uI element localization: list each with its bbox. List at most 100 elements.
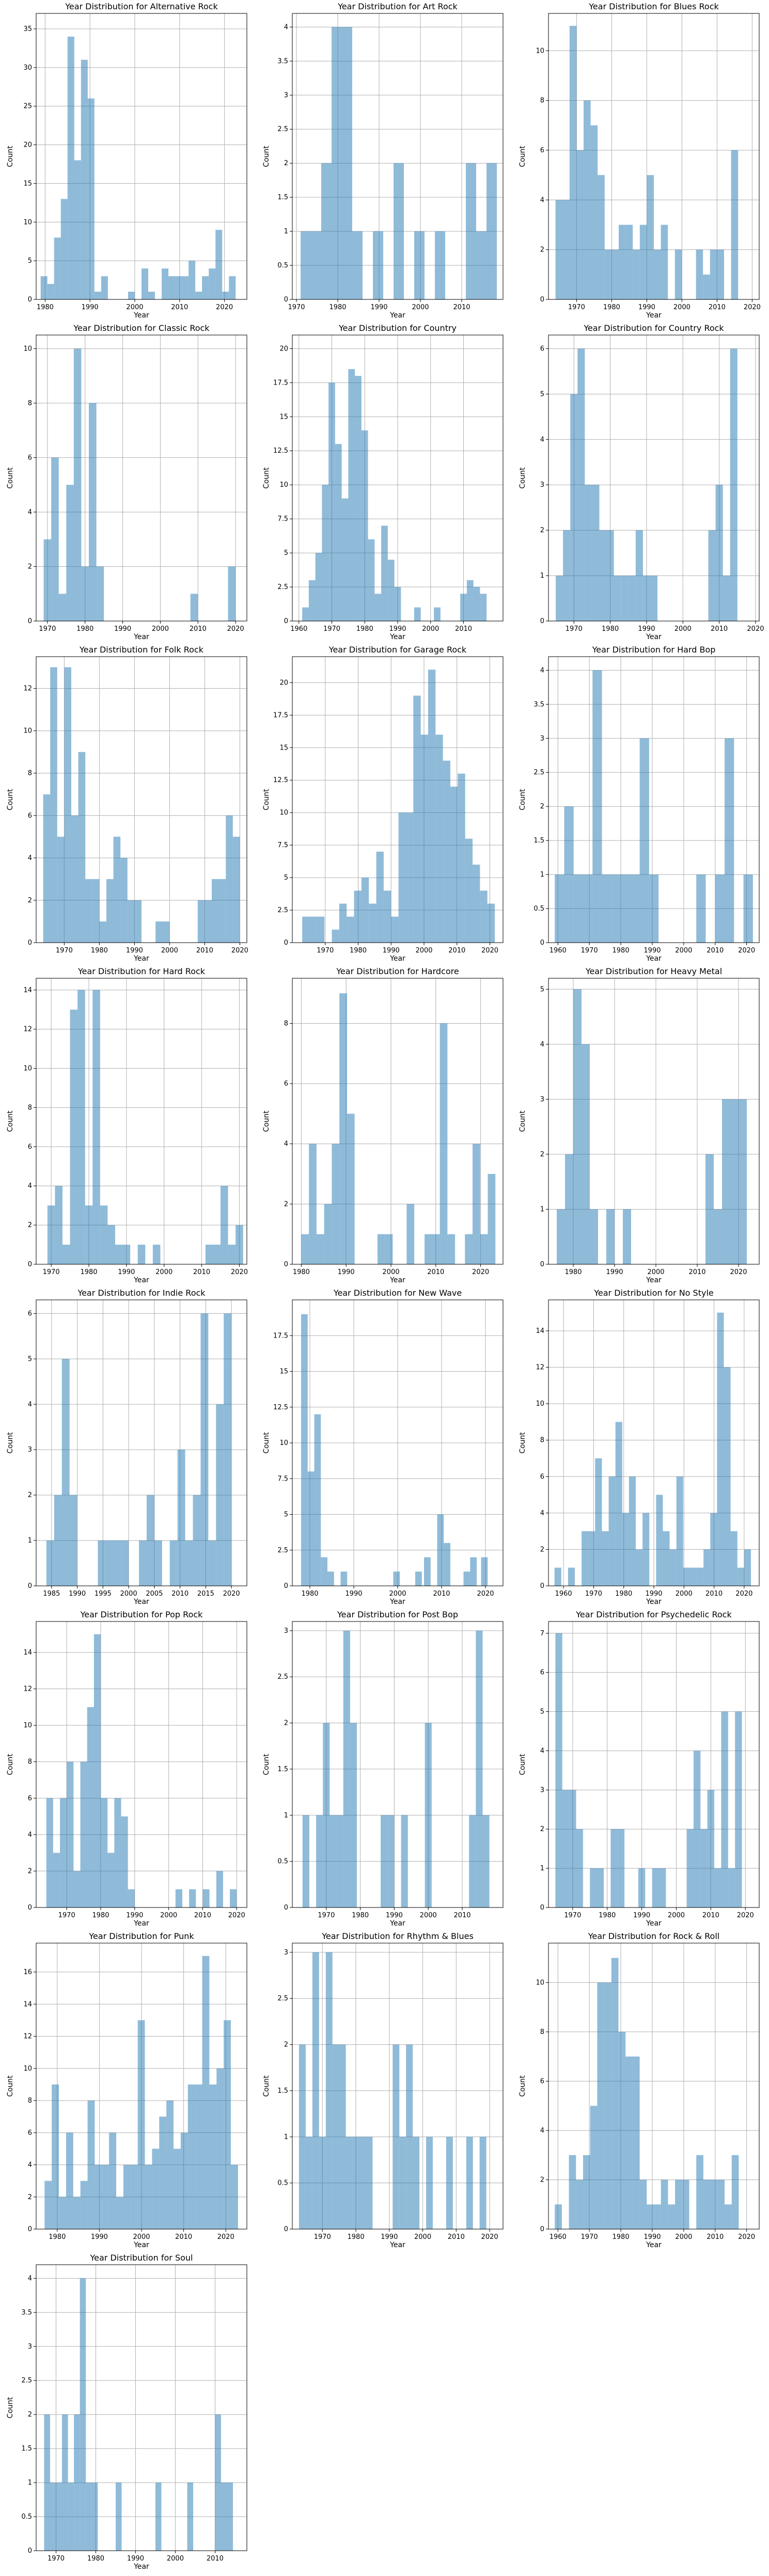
histogram-panel: 1970 1980 1990 2000 2010 2020 0 2 4 6 8 10 Year Dist… bbox=[512, 0, 768, 322]
y-tick-label: 2.5 bbox=[277, 583, 288, 591]
histogram-bar bbox=[722, 1099, 730, 1264]
histogram-bar bbox=[99, 921, 106, 943]
y-tick-label: 1.5 bbox=[21, 2445, 32, 2453]
y-axis-label: Count bbox=[6, 1110, 14, 1132]
plot-frame bbox=[36, 13, 247, 300]
x-axis-label: Year bbox=[389, 1919, 405, 1928]
histogram-bar bbox=[728, 1868, 735, 1907]
x-tick-label: 2020 bbox=[730, 1268, 747, 1276]
y-tick-label: 1.5 bbox=[277, 1766, 288, 1773]
histogram-bar bbox=[212, 879, 219, 943]
x-axis-label: Year bbox=[646, 311, 662, 320]
x-tick-label: 2000 bbox=[389, 1590, 406, 1598]
histogram-bar bbox=[311, 231, 321, 299]
histogram-svg: 1970 1980 1990 2000 2010 2020 0 2 4 6 8 10 12 Year Di… bbox=[6, 645, 248, 963]
histogram-bar bbox=[58, 594, 67, 621]
chart-title: Year Distribution for Alternative Rock bbox=[65, 2, 218, 11]
y-tick-label: 8 bbox=[28, 2097, 32, 2105]
chart-title: Year Distribution for Pop Rock bbox=[80, 1610, 203, 1619]
histogram-bar bbox=[213, 1245, 221, 1264]
histogram-bar bbox=[332, 1143, 340, 1264]
histogram-bar bbox=[301, 231, 311, 299]
plot-frame bbox=[36, 1299, 247, 1586]
x-tick-label: 2000 bbox=[422, 625, 439, 633]
x-axis-label: Year bbox=[646, 1276, 662, 1284]
y-tick-label: 0 bbox=[28, 2225, 32, 2233]
y-tick-label: 0 bbox=[28, 296, 32, 304]
histogram-bar bbox=[568, 1567, 575, 1586]
x-tick-label: 2010 bbox=[448, 947, 465, 955]
histogram-bar bbox=[598, 175, 605, 299]
y-tick-label: 0.5 bbox=[533, 905, 544, 913]
x-tick-label: 2000 bbox=[152, 625, 169, 633]
histogram-bar bbox=[708, 530, 716, 621]
x-tick-label: 2015 bbox=[197, 1590, 214, 1598]
y-tick-label: 1.5 bbox=[533, 837, 544, 845]
histogram-bar bbox=[340, 1571, 348, 1586]
histogram-bar bbox=[588, 1531, 595, 1586]
y-tick-label: 35 bbox=[23, 25, 32, 33]
histogram-bar bbox=[717, 1312, 724, 1586]
histogram-bar bbox=[185, 1540, 193, 1586]
y-axis-label: Count bbox=[6, 467, 14, 489]
x-tick-label: 1990 bbox=[389, 625, 406, 633]
histogram-bar bbox=[710, 2180, 718, 2229]
histogram-panel: 1980 1990 2000 2010 2020 0 2 4 6 8 10 12 14 16 Year Di… bbox=[0, 1930, 256, 2251]
histogram-bar bbox=[87, 1707, 94, 1907]
x-axis-label: Year bbox=[646, 1919, 662, 1928]
y-tick-label: 0.5 bbox=[277, 1858, 288, 1866]
histogram-bar bbox=[78, 752, 86, 943]
x-tick-label: 1990 bbox=[386, 1912, 403, 1919]
histogram-bar bbox=[696, 2155, 703, 2229]
histogram-bar bbox=[44, 2414, 50, 2551]
plot-frame bbox=[36, 2264, 247, 2551]
chart-title: Year Distribution for Hard Rock bbox=[77, 966, 206, 976]
y-tick-label: 20 bbox=[279, 679, 288, 687]
x-tick-label: 1980 bbox=[352, 1912, 369, 1919]
y-tick-label: 8 bbox=[28, 1758, 32, 1766]
histogram-bar bbox=[299, 2044, 306, 2229]
histogram-bar bbox=[629, 1476, 636, 1586]
y-tick-label: 10 bbox=[23, 1065, 32, 1073]
chart-title: Year Distribution for Classic Rock bbox=[73, 323, 210, 333]
y-tick-label: 0 bbox=[28, 1261, 32, 1268]
histogram-bar bbox=[128, 292, 135, 299]
histogram-bar bbox=[731, 150, 739, 299]
histogram-bar bbox=[93, 1634, 101, 1907]
x-tick-label: 1970 bbox=[58, 1912, 75, 1919]
histogram-bar bbox=[428, 670, 436, 943]
histogram-bar bbox=[621, 576, 629, 621]
x-tick-label: 1990 bbox=[638, 625, 655, 633]
histogram-bar bbox=[216, 2068, 224, 2229]
histogram-bar bbox=[43, 794, 51, 943]
histogram-bar bbox=[361, 878, 369, 943]
x-tick-label: 1960 bbox=[550, 947, 567, 955]
histogram-bar bbox=[473, 864, 480, 943]
histogram-svg: 1970 1980 1990 2000 2010 2020 0 1 2 3 4 5 6 7 Year Dis… bbox=[519, 1610, 760, 1928]
histogram-bar bbox=[50, 667, 57, 943]
plot-frame bbox=[36, 1621, 247, 1908]
plot-frame bbox=[292, 656, 504, 943]
x-tick-label: 2000 bbox=[382, 1268, 399, 1276]
histogram-panel: 1960 1970 1980 1990 2000 2010 2020 0 2 4 6 8 10 12 14 Y… bbox=[512, 1286, 768, 1608]
histogram-svg: 1960 1970 1980 1990 2000 2010 0 2.5 5 7.5 10 12.5 15… bbox=[262, 323, 504, 641]
histogram-bar bbox=[169, 1540, 178, 1586]
histogram-bar bbox=[398, 813, 406, 943]
x-tick-label: 1990 bbox=[633, 1912, 650, 1919]
histogram-bar bbox=[116, 2197, 123, 2229]
x-tick-label: 1990 bbox=[345, 1590, 362, 1598]
y-tick-label: 2.5 bbox=[533, 769, 544, 776]
histogram-bar bbox=[329, 1815, 337, 1907]
histogram-bar bbox=[642, 1513, 650, 1586]
x-tick-label: 1980 bbox=[76, 625, 93, 633]
histogram-bar bbox=[301, 1314, 308, 1586]
y-tick-label: 1 bbox=[540, 871, 544, 879]
histogram-bar bbox=[85, 879, 92, 943]
histogram-bar bbox=[569, 2155, 576, 2229]
histogram-bar bbox=[465, 838, 473, 943]
histogram-bar bbox=[325, 1952, 333, 2229]
y-tick-label: 2 bbox=[284, 160, 288, 167]
y-tick-label: 4 bbox=[540, 1509, 544, 1517]
y-tick-label: 6 bbox=[540, 1473, 544, 1481]
histogram-bar bbox=[639, 738, 649, 943]
